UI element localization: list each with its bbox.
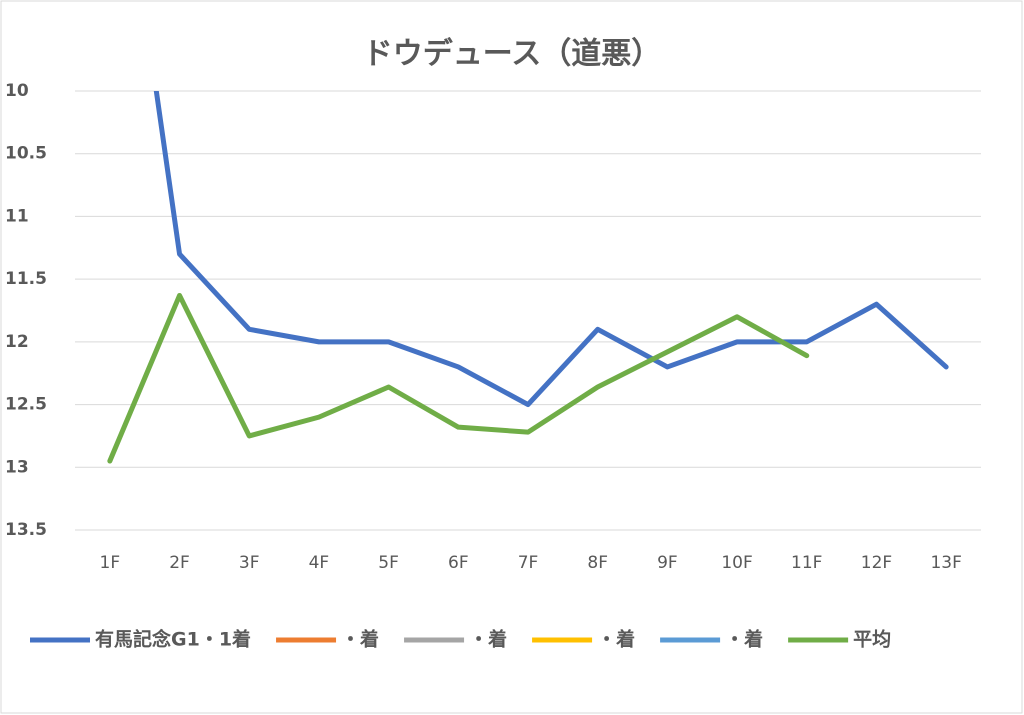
y-tick-label: 12 — [5, 332, 29, 352]
x-tick-label: 8F — [587, 553, 608, 573]
x-tick-label: 13F — [930, 553, 961, 573]
legend-label: ・着 — [597, 628, 635, 651]
x-tick-label: 9F — [657, 553, 678, 573]
x-tick-label: 11F — [791, 553, 822, 573]
y-tick-label: 13.5 — [5, 520, 47, 540]
x-tick-label: 6F — [448, 553, 469, 573]
x-tick-label: 10F — [721, 553, 752, 573]
x-tick-label: 1F — [100, 553, 121, 573]
y-tick-label: 10 — [5, 81, 29, 101]
y-tick-label: 12.5 — [5, 395, 47, 415]
x-tick-label: 12F — [861, 553, 892, 573]
series-line — [153, 91, 949, 408]
chart-title: ドウデュース（道悪） — [363, 37, 662, 72]
y-tick-label: 11 — [5, 206, 29, 226]
x-tick-label: 5F — [378, 553, 399, 573]
legend-label: 有馬記念G1・1着 — [95, 628, 251, 651]
x-tick-label: 7F — [518, 553, 539, 573]
legend-label: ・着 — [725, 628, 763, 651]
y-tick-label: 11.5 — [5, 269, 47, 289]
x-tick-label: 4F — [309, 553, 330, 573]
x-tick-label: 2F — [169, 553, 190, 573]
legend-label: ・着 — [469, 628, 507, 651]
series-line — [107, 292, 810, 464]
y-tick-label: 13 — [5, 457, 29, 477]
x-tick-label: 3F — [239, 553, 260, 573]
y-tick-label: 10.5 — [5, 144, 47, 164]
legend-label: ・着 — [341, 628, 379, 651]
legend-label: 平均 — [853, 628, 891, 651]
